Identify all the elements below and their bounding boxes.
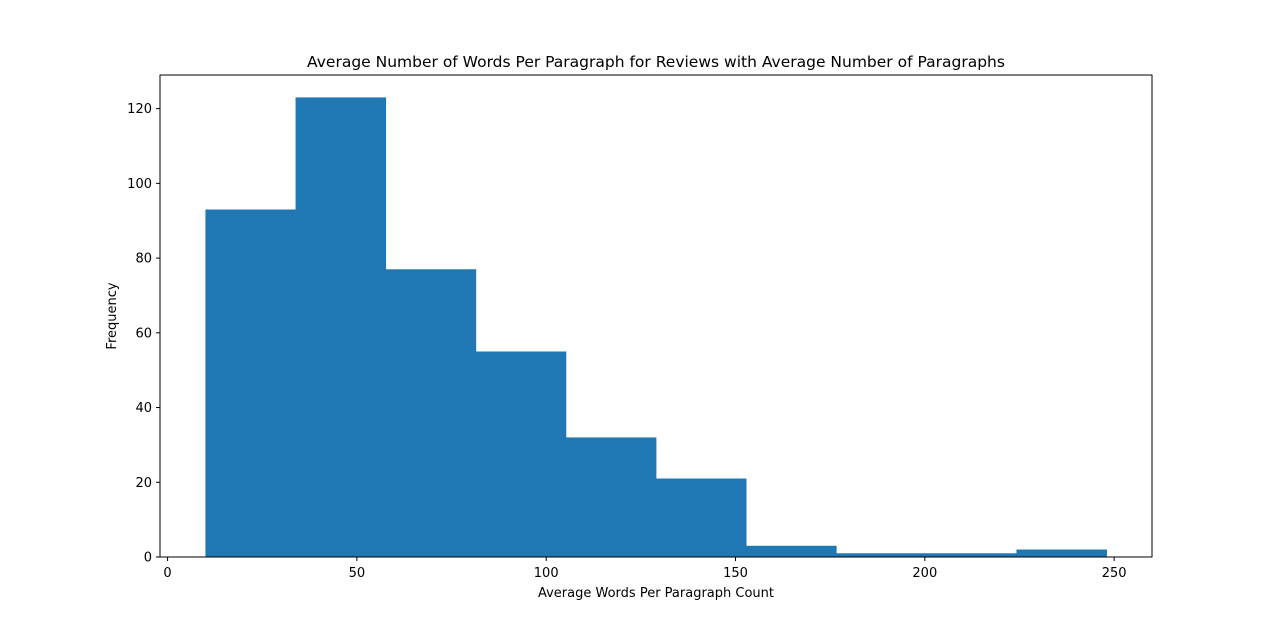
x-tick-label-0: 0: [163, 566, 171, 581]
histogram-bar-2: [385, 269, 477, 557]
chart-title: Average Number of Words Per Paragraph fo…: [307, 53, 1005, 71]
x-tick-label-4: 200: [912, 566, 937, 581]
histogram-bar-9: [1016, 549, 1107, 557]
x-axis: 0 50 100 150 200 250: [163, 557, 1127, 581]
y-tick-label-1: 20: [135, 476, 152, 491]
y-tick-label-2: 40: [135, 401, 152, 416]
y-tick-label-6: 120: [127, 102, 152, 117]
y-tick-label-5: 100: [127, 177, 152, 192]
bars-group: [205, 97, 1107, 558]
histogram-bar-7: [836, 553, 927, 557]
y-tick-label-0: 0: [144, 551, 152, 566]
histogram-bar-3: [475, 351, 567, 557]
x-tick-label-1: 50: [349, 566, 366, 581]
histogram-bar-0: [205, 209, 296, 557]
x-tick-label-2: 100: [534, 566, 559, 581]
histogram-bar-6: [746, 545, 837, 557]
histogram-bar-4: [565, 437, 657, 557]
histogram-bar-5: [656, 478, 747, 557]
y-tick-label-4: 80: [135, 252, 152, 267]
plot-frame: [159, 74, 1153, 558]
histogram-bar-8: [926, 553, 1017, 557]
histogram-bar-1: [295, 97, 387, 558]
x-tick-label-5: 250: [1102, 566, 1127, 581]
x-axis-title: Average Words Per Paragraph Count: [538, 586, 774, 601]
y-axis-title: Frequency: [105, 282, 120, 349]
y-tick-label-3: 60: [135, 326, 152, 341]
x-tick-label-3: 150: [723, 566, 748, 581]
y-axis: 0 20 40 60 80 100 120: [127, 102, 160, 566]
